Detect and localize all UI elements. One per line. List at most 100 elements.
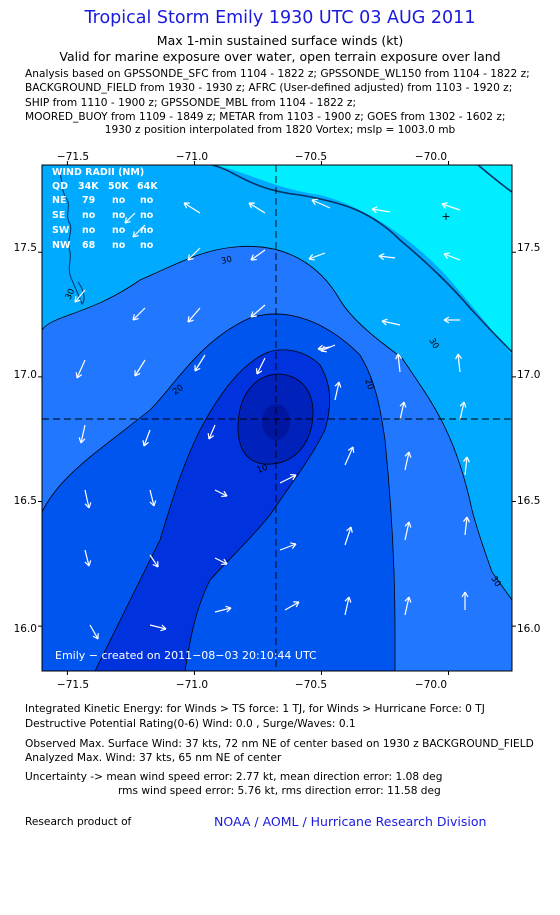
- wind-vector: [279, 474, 297, 484]
- wind-radii-value: 79: [82, 195, 95, 206]
- wind-radii-col: QD: [52, 181, 68, 192]
- wind-vector: [279, 543, 297, 551]
- wind-vector: [344, 596, 350, 616]
- contour-label: 10: [256, 463, 270, 476]
- wind-vector-head: [187, 254, 194, 261]
- contour-line: [42, 245, 512, 601]
- wind-vector-head: [142, 440, 149, 447]
- wind-vector-head: [371, 206, 378, 214]
- wind-vector-head: [160, 624, 167, 632]
- wind-vector-head: [334, 381, 342, 388]
- coastline-west: [57, 169, 85, 305]
- wind-vector-head: [250, 254, 257, 261]
- wind-vector-head: [459, 401, 467, 408]
- contour-label: 30: [426, 337, 440, 351]
- wind-radii-col: 34K: [78, 181, 99, 192]
- wind-vector: [187, 307, 201, 323]
- wind-vector: [84, 489, 90, 509]
- wind-vector: [344, 446, 354, 466]
- wind-vector-head: [75, 372, 83, 379]
- map-subtitle-units: Max 1-min sustained surface winds (kt): [156, 33, 404, 48]
- wind-vector-head: [344, 596, 352, 603]
- lon-tick-label: −70.5: [295, 151, 327, 163]
- wind-vector-head: [462, 516, 470, 523]
- wind-vector-head: [395, 353, 403, 360]
- wind-vector-head: [134, 370, 141, 377]
- wind-vector: [214, 557, 228, 565]
- wind-vector-head: [124, 217, 131, 224]
- wind-vector: [320, 344, 336, 352]
- noaa-link[interactable]: NOAA / AOML / Hurricane Research Divisio…: [214, 814, 487, 829]
- wind-radii-quadrant: SE: [52, 210, 65, 221]
- analysis-line: BACKGROUND_FIELD from 1930 - 1930 z; AFR…: [25, 82, 513, 95]
- wind-vector-head: [455, 353, 463, 360]
- wind-radii-quadrant: NW: [52, 240, 71, 251]
- wind-radii-quadrant: SW: [52, 225, 70, 236]
- wind-vector-head: [290, 473, 297, 481]
- wind-vector: [457, 353, 461, 373]
- wind-vector-head: [308, 254, 315, 261]
- lat-tick-label: 16.0: [14, 623, 37, 635]
- wind-vector-head: [443, 252, 450, 259]
- wind-vector: [256, 357, 266, 375]
- wind-radii-value: 68: [82, 240, 96, 251]
- wind-radii-value: no: [82, 225, 96, 236]
- wind-radii-quadrant: NE: [52, 195, 66, 206]
- map-title: Tropical Storm Emily 1930 UTC 03 AUG 201…: [84, 8, 476, 28]
- uncertainty-rms-text: rms wind speed error: 5.76 kt, rms direc…: [118, 785, 441, 797]
- wind-vector-head: [84, 560, 92, 567]
- wind-radii-table: WIND RADII (NM) QD 34K 50K 64K NE 79 no …: [52, 167, 158, 251]
- contour-line: [94, 349, 331, 671]
- wind-vector-head: [84, 502, 92, 509]
- wind-radii-value: no: [82, 210, 96, 221]
- wind-vector-head: [92, 633, 99, 640]
- wind-vector: [143, 429, 151, 447]
- wind-vector: [134, 359, 146, 377]
- ike-text: Integrated Kinetic Energy: for Winds > T…: [25, 703, 485, 715]
- wind-vector-head: [293, 601, 300, 608]
- wind-vector: [208, 424, 216, 440]
- contour-label: 30: [220, 254, 233, 266]
- research-label: Research product of: [25, 816, 132, 828]
- coastline-east: [477, 165, 512, 193]
- wind-radii-value: no: [112, 225, 126, 236]
- wind-vector-head: [207, 433, 215, 440]
- analysis-line: MOORED_BUOY from 1109 - 1849 z; METAR fr…: [25, 110, 506, 123]
- analyzed-max-text: Analyzed Max. Wind: 37 kts, 65 nm NE of …: [25, 752, 282, 764]
- wind-vector: [404, 521, 410, 541]
- lon-tick-label: −71.0: [176, 679, 208, 691]
- lat-tick-label: 16.5: [14, 495, 37, 507]
- lon-tick-label: −71.5: [57, 679, 89, 691]
- lat-tick-label: 16.0: [517, 623, 540, 635]
- wind-radii-value: no: [112, 210, 126, 221]
- wind-vector-head: [187, 316, 194, 323]
- wind-vector: [149, 489, 155, 507]
- wind-vector-head: [149, 500, 157, 507]
- wind-vector-head: [378, 253, 385, 261]
- wind-vector: [464, 456, 468, 476]
- wind-vector-head: [381, 318, 388, 326]
- wind-vector-head: [347, 446, 355, 453]
- lon-tick-label: −71.5: [57, 151, 89, 163]
- map-frame: [41, 164, 513, 672]
- wind-vector-head: [317, 344, 324, 352]
- dpr-text: Destructive Potential Rating(0-6) Wind: …: [25, 718, 356, 730]
- wind-vector-head: [74, 296, 81, 303]
- wind-vector: [397, 353, 401, 373]
- lon-tick-label: −70.0: [415, 679, 447, 691]
- wind-vector: [74, 289, 86, 303]
- wind-radii-col: 64K: [137, 181, 158, 192]
- wind-vector: [371, 208, 391, 213]
- wind-vector: [248, 202, 266, 214]
- wind-vector-head: [132, 231, 139, 238]
- analysis-line: SHIP from 1110 - 1900 z; GPSSONDE_MBL fr…: [25, 96, 357, 109]
- wind-vector: [344, 526, 352, 546]
- contour-line: [237, 373, 314, 465]
- contour-label: 30: [488, 575, 502, 589]
- wind-vector: [84, 549, 90, 567]
- wind-radii-header: WIND RADII (NM): [52, 167, 144, 178]
- analysis-line: Analysis based on GPSSONDE_SFC from 1104…: [25, 68, 530, 80]
- lat-tick-label: 17.5: [517, 242, 540, 254]
- wind-vector: [378, 255, 396, 259]
- wind-vector: [250, 304, 266, 318]
